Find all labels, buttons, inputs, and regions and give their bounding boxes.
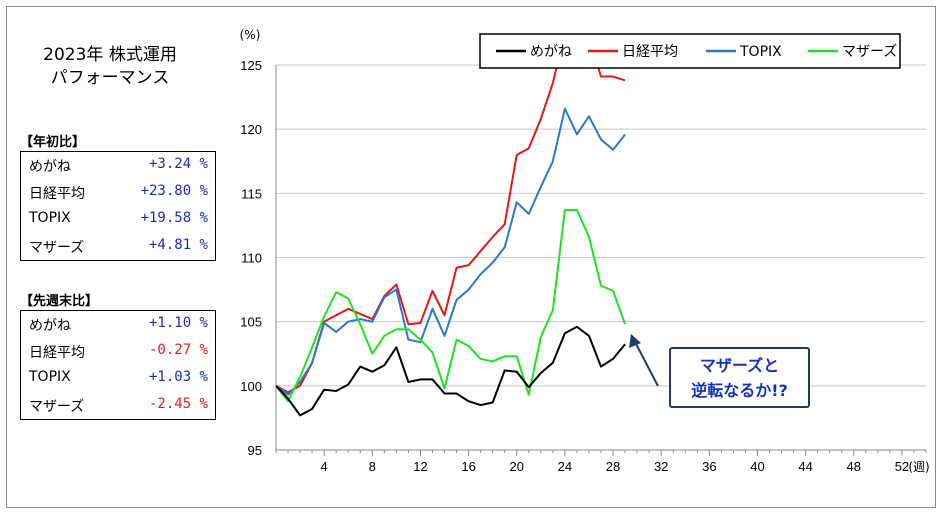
ytd-row-value: +4.81 % (148, 237, 208, 253)
x-tick-label: 48 (847, 459, 861, 474)
x-axis-unit: (週) (908, 460, 929, 474)
title-line-1: 2023年 株式運用 (43, 45, 177, 65)
chart-frame (6, 6, 936, 508)
wow-row: 日経平均 -0.27 % (21, 338, 215, 365)
wow-row-name: 日経平均 (29, 345, 85, 361)
ytd-row-name: TOPIX (29, 210, 71, 226)
ytd-label: 【年初比】 (20, 135, 86, 150)
x-tick-label: 32 (654, 459, 668, 474)
wow-label: 【先週末比】 (20, 294, 99, 309)
wow-row-value: +1.03 % (148, 369, 208, 385)
wow-row: TOPIX +1.03 % (21, 365, 215, 392)
wow-row-value: -0.27 % (148, 342, 208, 358)
legend-label: TOPIX (739, 44, 782, 60)
series-line (276, 107, 626, 396)
y-tick-label: 115 (241, 186, 262, 201)
y-tick-label: 110 (241, 251, 262, 266)
x-tick-label: 36 (702, 459, 716, 474)
x-tick-label: 8 (369, 459, 376, 474)
y-tick-label: 105 (240, 315, 262, 330)
ytd-table: めがね +3.24 % 日経平均 +23.80 % TOPIX +19.58 % マザーズ +… (20, 151, 216, 261)
callout-line-2: 逆転なるか!? (691, 381, 788, 400)
ytd-row-name: めがね (29, 159, 71, 175)
ytd-row: めがね +3.24 % (21, 152, 215, 179)
title-line-2: パフォーマンス (50, 68, 170, 88)
ytd-row-value: +3.24 % (148, 156, 208, 172)
ytd-row-value: +19.58 % (140, 210, 208, 226)
y-tick-label: 125 (240, 58, 262, 73)
wow-row: めがね +1.10 % (21, 311, 215, 338)
callout-arrow-head (629, 334, 641, 348)
wow-row-value: +1.10 % (148, 315, 208, 331)
legend-label: マザーズ (842, 44, 897, 60)
ytd-row: TOPIX +19.58 % (21, 206, 215, 233)
ytd-row-name: 日経平均 (29, 186, 85, 202)
x-tick-label: 16 (461, 459, 475, 474)
x-tick-label: 44 (798, 459, 812, 474)
x-tick-label: 20 (510, 459, 524, 474)
x-tick-label: 12 (413, 459, 427, 474)
callout-arrow-line (634, 341, 659, 387)
series-line (276, 325, 626, 417)
x-tick-label: 4 (321, 459, 328, 474)
callout-line-1: マザーズと (699, 356, 780, 375)
callout-box: マザーズと 逆転なるか!? (669, 347, 810, 408)
wow-row-name: TOPIX (29, 369, 71, 385)
y-tick-label: 100 (240, 379, 262, 394)
ytd-row: 日経平均 +23.80 % (21, 179, 215, 206)
x-tick-label: 40 (750, 459, 764, 474)
legend-label: めがね (530, 44, 572, 60)
y-tick-label: 95 (248, 443, 262, 458)
chart-title: 2023年 株式運用 パフォーマンス (30, 44, 190, 90)
ytd-row-name: マザーズ (29, 240, 85, 256)
ytd-row: マザーズ +4.81 % (21, 233, 215, 260)
legend-label: 日経平均 (622, 44, 678, 60)
wow-row-name: マザーズ (29, 399, 85, 415)
x-tick-label: 28 (606, 459, 620, 474)
y-axis-unit: (%) (240, 28, 261, 42)
wow-row-value: -2.45 % (148, 396, 208, 412)
series-line (276, 209, 627, 403)
y-tick-label: 120 (240, 122, 262, 137)
wow-row-name: めがね (29, 318, 71, 334)
ytd-row-value: +23.80 % (140, 183, 208, 199)
series-line (276, 65, 626, 394)
wow-row: マザーズ -2.45 % (21, 392, 215, 419)
x-tick-label: 24 (558, 459, 572, 474)
wow-table: めがね +1.10 % 日経平均 -0.27 % TOPIX +1.03 % マザーズ -2.… (20, 310, 216, 420)
x-tick-label: 52 (895, 459, 909, 474)
